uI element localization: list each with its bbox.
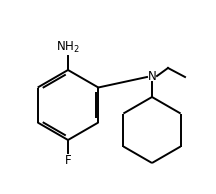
Text: F: F xyxy=(65,154,71,167)
Text: NH$_2$: NH$_2$ xyxy=(56,40,80,55)
Text: N: N xyxy=(148,70,156,83)
